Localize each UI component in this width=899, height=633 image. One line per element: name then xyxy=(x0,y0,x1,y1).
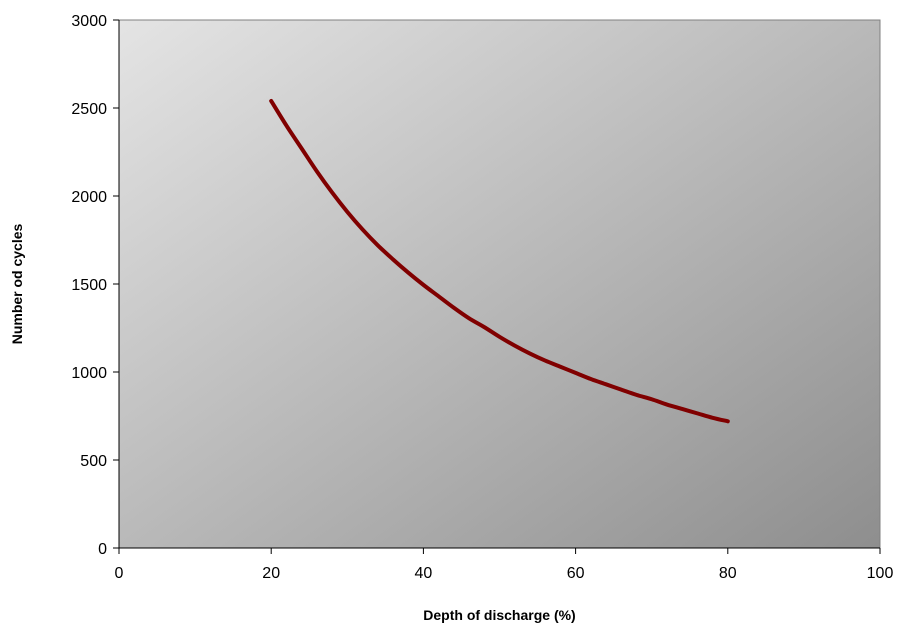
series-line xyxy=(269,98,730,424)
x-tick-label: 80 xyxy=(719,565,737,582)
y-tick-label: 0 xyxy=(98,541,107,558)
y-tick-label: 1500 xyxy=(71,277,107,294)
y-tick-label: 500 xyxy=(80,453,107,470)
series-layer xyxy=(269,98,730,424)
y-axis: 0 500 1000 1500 2000 2500 3000 xyxy=(71,13,120,558)
y-tick-label: 1000 xyxy=(71,365,107,382)
y-tick-label: 2000 xyxy=(71,189,107,206)
x-tick-label: 20 xyxy=(262,565,280,582)
x-tick-label: 100 xyxy=(867,565,894,582)
y-axis-title: Number od cycles xyxy=(9,223,25,344)
x-axis: 0 20 40 60 80 100 xyxy=(115,547,894,582)
x-tick-label: 40 xyxy=(415,565,433,582)
y-tick-label: 3000 xyxy=(71,13,107,30)
x-tick-label: 0 xyxy=(115,565,124,582)
x-tick-label: 60 xyxy=(567,565,585,582)
y-tick-label: 2500 xyxy=(71,101,107,118)
plot-area xyxy=(118,19,881,549)
x-axis-title: Depth of discharge (%) xyxy=(423,607,575,623)
